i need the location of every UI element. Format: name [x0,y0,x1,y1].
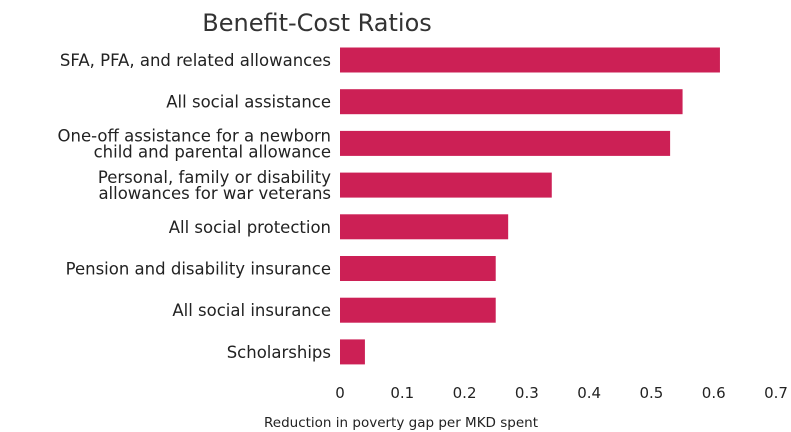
category-label: One-off assistance for a newborn child an… [58,126,331,161]
bar [340,172,552,198]
bar [340,130,671,156]
x-tick-label: 0.4 [577,384,601,402]
bar [340,89,683,115]
category-label: All social insurance [172,301,331,320]
x-axis-label: Reduction in poverty gap per MKD spent [264,415,538,431]
x-tick-label: 0.6 [702,384,726,402]
bar [340,339,365,365]
x-tick-label: 0.2 [453,384,477,402]
category-labels: SFA, PFA, and related allowances All soci… [58,51,332,362]
category-label: All social protection [169,218,331,237]
x-tick-label: 0.1 [390,384,414,402]
bar [340,214,509,240]
x-tick-label: 0.5 [639,384,663,402]
bar [340,47,720,73]
bar [340,256,496,281]
x-tick-label: 0 [335,384,345,402]
x-axis-tick-labels: 0 0.1 0.2 0.3 0.4 0.5 0.6 0.7 [335,384,788,402]
category-label: Pension and disability insurance [66,260,331,279]
category-label: Personal, family or disability allowances… [98,168,331,203]
category-label: SFA, PFA, and related allowances [60,51,331,70]
x-tick-label: 0.3 [515,384,539,402]
bars-layer [340,47,720,365]
category-label: All social assistance [166,93,331,112]
bar [340,297,496,323]
x-tick-label: 0.7 [764,384,788,402]
chart-title: Benefit-Cost Ratios [202,9,432,37]
category-label: Scholarships [227,343,331,362]
